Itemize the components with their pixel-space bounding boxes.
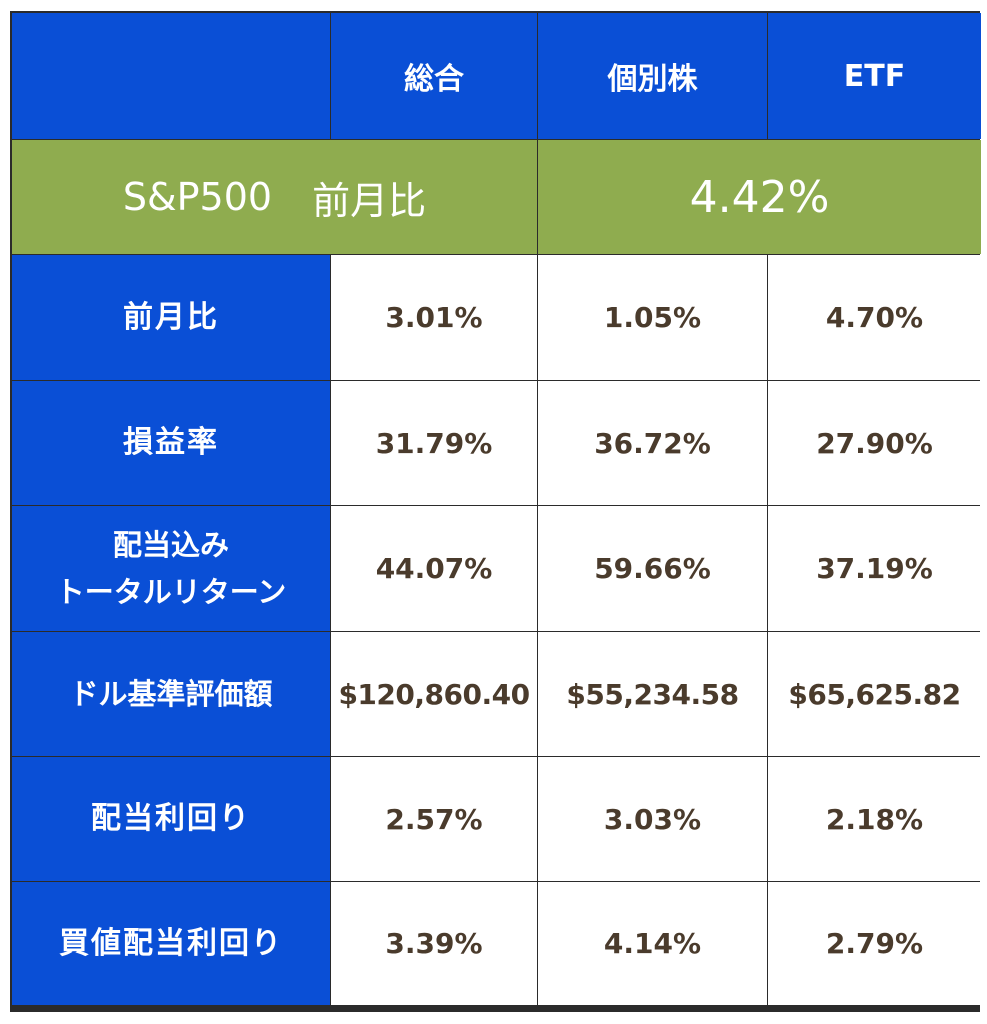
header-etf: ETF [768, 13, 981, 139]
header-corner-cell [12, 13, 330, 139]
row-label-dividend-yield: 配当利回り [12, 757, 330, 881]
usd-valuation-total: $120,860.40 [331, 632, 537, 756]
mom-stocks: 1.05% [538, 255, 767, 380]
usd-valuation-stocks: $55,234.58 [538, 632, 767, 756]
row-label-pnl-rate: 損益率 [12, 381, 330, 505]
yield-on-cost-stocks: 4.14% [538, 882, 767, 1005]
yield-on-cost-etf: 2.79% [768, 882, 981, 1005]
pnl-rate-total: 31.79% [331, 381, 537, 505]
row-label-usd-valuation: ドル基準評価額 [12, 632, 330, 756]
benchmark-label: 前月比 [312, 178, 427, 223]
benchmark-name: S&P500 [122, 175, 273, 219]
benchmark-label-cell: S&P500 前月比 [12, 140, 537, 254]
portfolio-summary-table: 総合 個別株 ETF S&P500 前月比 4.42% 前月比 3.01% 1.… [10, 11, 981, 1012]
row-label-total-return: 配当込み トータルリターン [12, 506, 330, 631]
row-label-yield-on-cost: 買値配当利回り [12, 882, 330, 1005]
dividend-yield-stocks: 3.03% [538, 757, 767, 881]
dividend-yield-total: 2.57% [331, 757, 537, 881]
row-label-mom: 前月比 [12, 255, 330, 380]
mom-etf: 4.70% [768, 255, 981, 380]
pnl-rate-stocks: 36.72% [538, 381, 767, 505]
yield-on-cost-total: 3.39% [331, 882, 537, 1005]
benchmark-value: 4.42% [538, 140, 981, 254]
pnl-rate-etf: 27.90% [768, 381, 981, 505]
header-total: 総合 [331, 13, 537, 139]
mom-total: 3.01% [331, 255, 537, 380]
total-return-total: 44.07% [331, 506, 537, 631]
header-stocks: 個別株 [538, 13, 767, 139]
usd-valuation-etf: $65,625.82 [768, 632, 981, 756]
dividend-yield-etf: 2.18% [768, 757, 981, 881]
total-return-etf: 37.19% [768, 506, 981, 631]
total-return-stocks: 59.66% [538, 506, 767, 631]
